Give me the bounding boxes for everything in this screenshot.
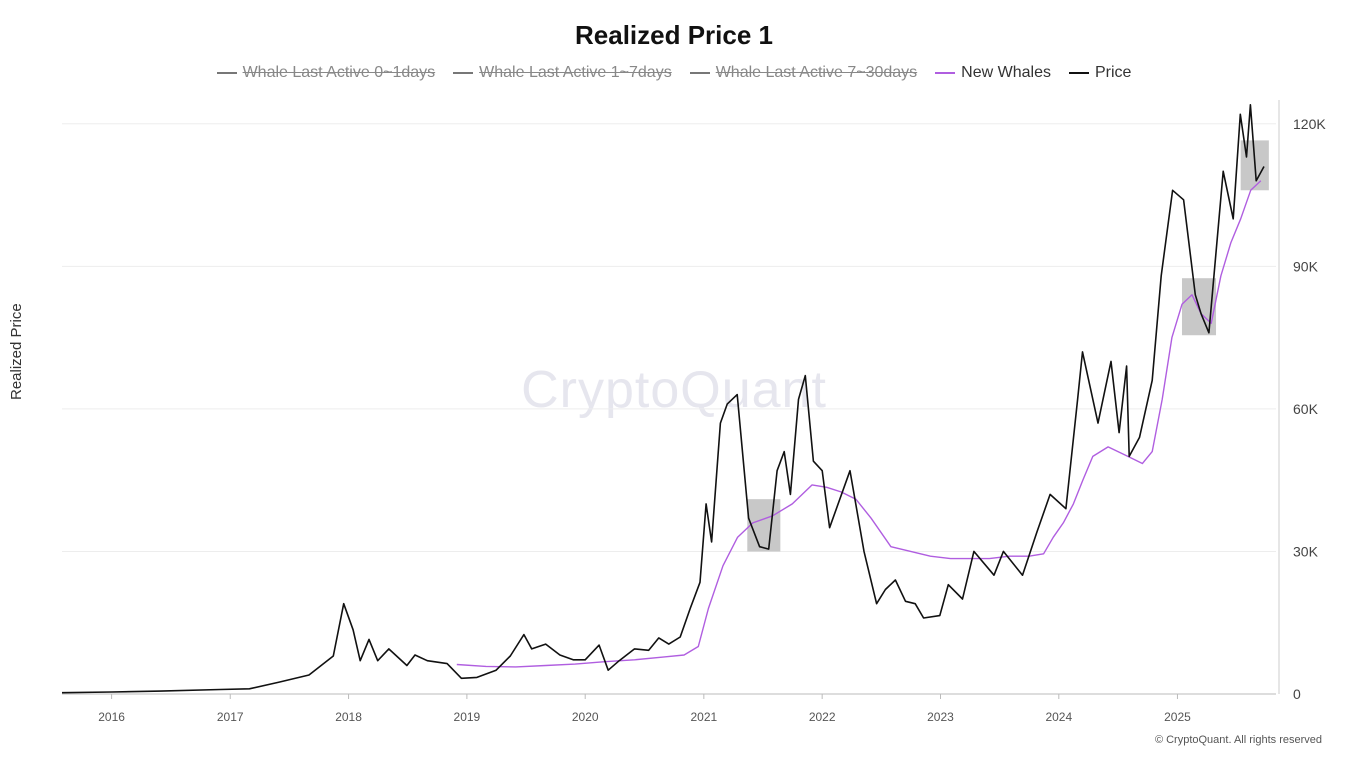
x-tick-label: 2017	[217, 710, 244, 724]
x-tick-label: 2022	[809, 710, 836, 724]
legend-item-price[interactable]: Price	[1068, 64, 1132, 82]
legend-item-new-whales[interactable]: New Whales	[935, 64, 1051, 82]
chart-legend: Whale Last Active 0~1days Whale Last Act…	[0, 64, 1348, 82]
x-tick-label: 2025	[1164, 710, 1191, 724]
x-tick-label: 2019	[454, 710, 481, 724]
chart-title: Realized Price 1	[575, 20, 773, 50]
legend-item-whale-0-1days[interactable]: Whale Last Active 0~1days	[216, 64, 436, 82]
y-tick-label: 120K	[1293, 116, 1326, 132]
y-tick-label: 30K	[1293, 543, 1319, 559]
x-tick-label: 2016	[98, 710, 125, 724]
x-tick-label: 2024	[1045, 710, 1072, 724]
x-tick-label: 2018	[335, 710, 362, 724]
legend-swatch	[453, 72, 474, 74]
legend-swatch	[689, 72, 710, 74]
y-tick-label: 60K	[1293, 401, 1319, 417]
x-tick-label: 2021	[690, 710, 717, 724]
x-tick-label: 2023	[927, 710, 954, 724]
legend-swatch	[1068, 72, 1089, 74]
legend-label: New Whales	[961, 64, 1051, 81]
legend-swatch	[216, 72, 237, 74]
legend-label: Whale Last Active 0~1days	[242, 64, 436, 81]
highlight-region	[747, 499, 781, 552]
legend-swatch	[935, 72, 956, 74]
legend-item-whale-1-7days[interactable]: Whale Last Active 1~7days	[453, 64, 672, 82]
legend-item-whale-7-30days[interactable]: Whale Last Active 7~30days	[689, 64, 918, 82]
legend-label: Whale Last Active 7~30days	[715, 64, 918, 81]
x-tick-label: 2020	[572, 710, 599, 724]
y-tick-label: 0	[1293, 686, 1301, 702]
copyright-text: © CryptoQuant. All rights reserved	[1154, 734, 1322, 746]
y-tick-label: 90K	[1293, 258, 1319, 274]
legend-label: Whale Last Active 1~7days	[479, 64, 672, 81]
legend-label: Price	[1094, 64, 1132, 81]
series-line-price	[61, 104, 1265, 694]
series-line-new-whales	[456, 180, 1262, 668]
